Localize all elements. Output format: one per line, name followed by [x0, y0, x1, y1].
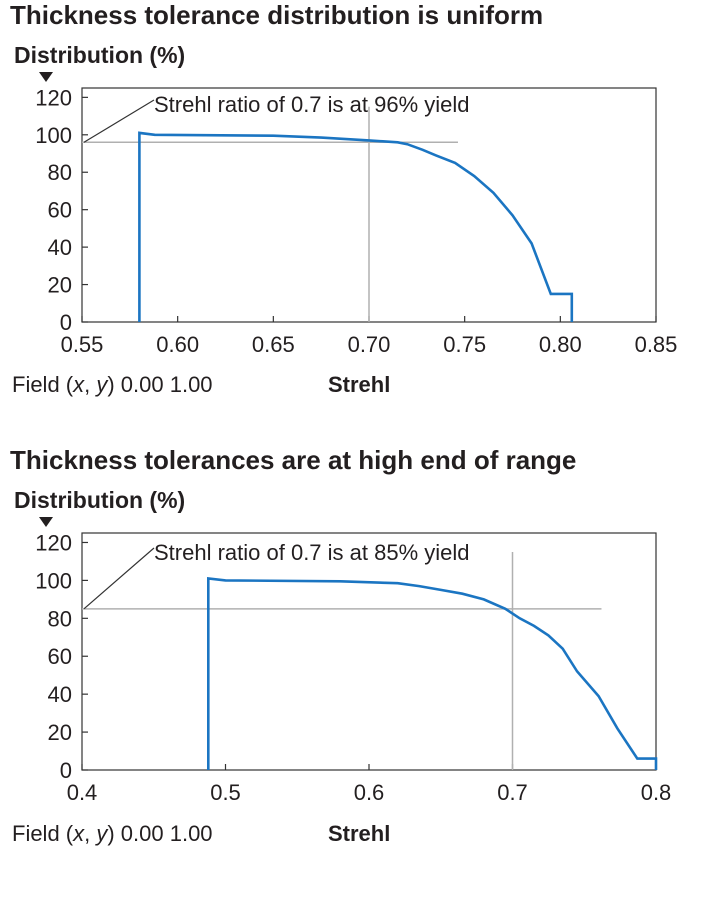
- y-tick-label: 0: [60, 758, 72, 783]
- x-tick-label: 0.6: [354, 780, 385, 805]
- x-axis-label: Strehl: [328, 372, 391, 397]
- annotation-leader-line: [83, 99, 155, 143]
- x-tick-label: 0.70: [348, 332, 391, 357]
- y-tick-label: 0: [60, 310, 72, 335]
- x-tick-label: 0.85: [635, 332, 678, 357]
- chart-panel-1: Thickness tolerance distribution is unif…: [0, 0, 720, 450]
- annotation-text: Strehl ratio of 0.7 is at 85% yield: [154, 540, 470, 565]
- chart-title: Thickness tolerances are at high end of …: [10, 445, 577, 475]
- y-tick-label: 40: [48, 235, 72, 260]
- plot-area: 0 20 40 60 80 100 120 0.4 0.5 0.6 0.7 0.8 Strehl rat…: [35, 530, 672, 805]
- field-label: Field (x, y) 0.00 1.00: [12, 372, 213, 398]
- field-suffix: ) 0.00 1.00: [107, 821, 213, 846]
- field-prefix: Field (: [12, 372, 74, 397]
- y-tick-label: 40: [48, 682, 72, 707]
- field-prefix: Field (: [12, 821, 74, 846]
- x-tick-label: 0.65: [252, 332, 295, 357]
- x-tick-label: 0.5: [210, 780, 241, 805]
- chart-title: Thickness tolerance distribution is unif…: [10, 0, 544, 30]
- y-tick-label: 20: [48, 273, 72, 298]
- chart-panel-2: Thickness tolerances are at high end of …: [0, 445, 720, 905]
- y-axis-label: Distribution (%): [14, 42, 186, 68]
- y-tick-label: 20: [48, 720, 72, 745]
- field-x: x: [73, 821, 85, 846]
- field-sep: ,: [84, 372, 97, 397]
- plot-area: 0 20 40 60 80 100 120 0.55 0.60 0.65 0.70 0.75 0.80 0…: [35, 85, 678, 357]
- field-label: Field (x, y) 0.00 1.00: [12, 821, 213, 847]
- annotation-leader-line: [83, 547, 155, 610]
- x-tick-label: 0.55: [61, 332, 104, 357]
- y-tick-label: 60: [48, 198, 72, 223]
- down-arrow-icon: [39, 72, 53, 82]
- y-tick-label: 120: [35, 530, 72, 555]
- y-tick-label: 120: [35, 85, 72, 110]
- x-tick-label: 0.8: [641, 780, 672, 805]
- y-tick-label: 60: [48, 644, 72, 669]
- field-x: x: [73, 372, 85, 397]
- y-tick-label: 80: [48, 160, 72, 185]
- x-axis-label: Strehl: [328, 821, 391, 846]
- field-y: y: [96, 372, 108, 397]
- x-tick-label: 0.7: [497, 780, 528, 805]
- series-line: [207, 577, 658, 770]
- field-y: y: [96, 821, 108, 846]
- y-tick-label: 100: [35, 123, 72, 148]
- series-line: [138, 131, 574, 322]
- x-tick-label: 0.60: [156, 332, 199, 357]
- x-tick-label: 0.80: [539, 332, 582, 357]
- y-tick-label: 100: [35, 568, 72, 593]
- x-tick-label: 0.4: [67, 780, 98, 805]
- field-suffix: ) 0.00 1.00: [107, 372, 213, 397]
- y-tick-label: 80: [48, 606, 72, 631]
- annotation-text: Strehl ratio of 0.7 is at 96% yield: [154, 92, 470, 117]
- field-sep: ,: [84, 821, 97, 846]
- down-arrow-icon: [39, 517, 53, 527]
- plot-frame: [81, 532, 657, 771]
- x-tick-label: 0.75: [443, 332, 486, 357]
- y-axis-label: Distribution (%): [14, 487, 186, 513]
